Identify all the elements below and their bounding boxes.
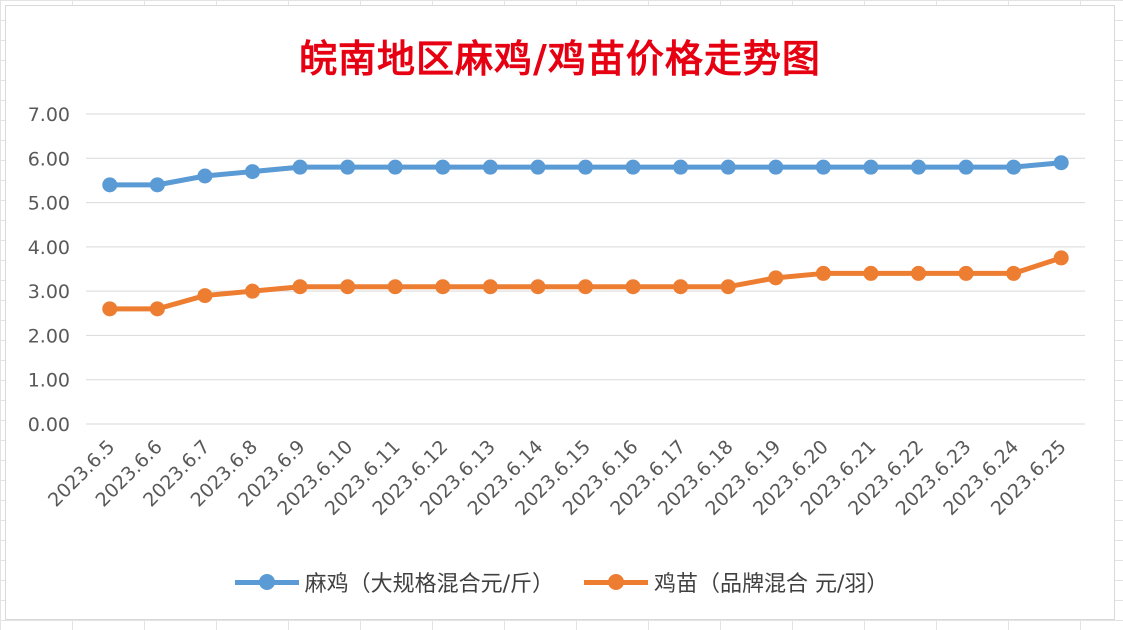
data-point-0 (911, 159, 926, 175)
data-point-1 (197, 288, 213, 304)
data-point-0 (197, 168, 213, 184)
data-point-1 (720, 279, 736, 295)
data-point-1 (1006, 265, 1022, 281)
y-tick-label: 4.00 (28, 237, 70, 259)
legend-label-maji: 麻鸡（大规格混合元/斤） (304, 572, 554, 597)
y-tick-label: 1.00 (28, 370, 70, 392)
data-point-0 (387, 159, 403, 175)
data-point-1 (768, 270, 784, 286)
data-point-0 (625, 159, 641, 175)
data-point-1 (292, 279, 308, 295)
legend-swatch-jimiao (584, 572, 648, 592)
data-point-0 (720, 159, 736, 175)
data-point-0 (340, 159, 356, 175)
data-point-1 (340, 279, 356, 295)
data-point-1 (102, 301, 118, 317)
data-point-0 (958, 159, 974, 175)
legend-label-jimiao: 鸡苗（品牌混合 元/羽） (654, 572, 889, 597)
data-point-1 (625, 279, 641, 295)
data-point-1 (863, 265, 879, 281)
data-point-1 (149, 301, 165, 317)
data-point-1 (530, 279, 546, 295)
data-point-0 (673, 159, 689, 175)
legend[interactable]: 麻鸡（大规格混合元/斤） 鸡苗（品牌混合 元/羽） (0, 566, 1123, 598)
data-point-0 (768, 159, 784, 175)
data-point-0 (292, 159, 308, 175)
y-tick-label: 7.00 (28, 104, 70, 126)
data-point-1 (245, 283, 260, 299)
data-point-1 (911, 265, 926, 281)
data-point-0 (245, 164, 260, 180)
legend-item-jimiao[interactable]: 鸡苗（品牌混合 元/羽） (584, 566, 888, 598)
data-point-1 (1053, 250, 1069, 266)
data-point-0 (482, 159, 498, 175)
data-point-0 (149, 177, 165, 193)
legend-item-maji[interactable]: 麻鸡（大规格混合元/斤） (234, 566, 554, 598)
legend-swatch-maji (234, 572, 299, 592)
data-point-0 (815, 159, 831, 175)
data-point-1 (815, 265, 831, 281)
data-point-1 (673, 279, 689, 295)
y-tick-label: 6.00 (28, 148, 70, 170)
data-point-0 (530, 159, 546, 175)
data-point-0 (1053, 155, 1069, 171)
y-tick-label: 2.00 (28, 325, 70, 347)
data-point-1 (482, 279, 498, 295)
data-point-1 (435, 279, 451, 295)
data-point-0 (863, 159, 879, 175)
y-tick-label: 0.00 (28, 414, 70, 436)
chart-area[interactable]: 皖南地区麻鸡/鸡苗价格走势图 (5, 5, 1115, 620)
chart-title: 皖南地区麻鸡/鸡苗价格走势图 (299, 36, 821, 81)
data-point-0 (102, 177, 118, 193)
data-point-0 (435, 159, 451, 175)
data-point-1 (958, 265, 974, 281)
y-tick-label: 3.00 (28, 281, 70, 303)
data-point-0 (1006, 159, 1022, 175)
data-point-0 (578, 159, 593, 175)
data-point-1 (578, 279, 593, 295)
y-tick-label: 5.00 (28, 193, 70, 215)
data-point-1 (387, 279, 403, 295)
